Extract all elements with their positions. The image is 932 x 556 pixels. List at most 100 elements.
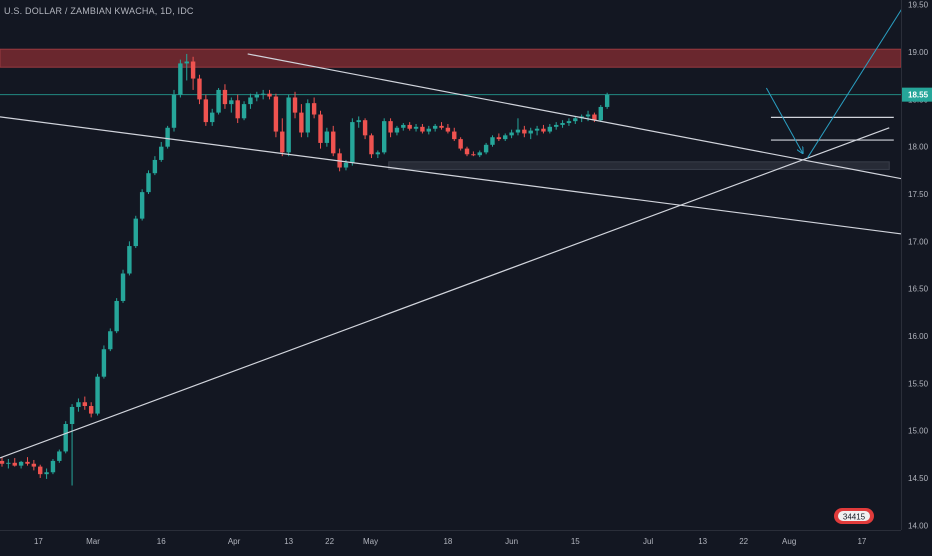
candle[interactable] [254,91,259,102]
candle[interactable] [280,118,285,157]
candle[interactable] [407,122,412,131]
candle[interactable] [388,118,393,138]
candle[interactable] [553,122,559,130]
candle[interactable] [356,116,361,128]
candle[interactable] [44,468,49,479]
events-badge[interactable]: 34415 [834,508,874,524]
candle[interactable] [458,137,463,151]
candle[interactable] [95,373,100,416]
candle[interactable] [426,125,431,135]
candle[interactable] [331,125,336,157]
candle[interactable] [210,108,215,126]
trendline[interactable] [0,127,890,505]
candle[interactable] [350,118,355,166]
candle[interactable] [88,402,94,418]
candle[interactable] [108,328,113,352]
candle[interactable] [305,99,310,138]
zone-support[interactable] [388,161,890,170]
candle[interactable] [114,298,119,334]
candle[interactable] [560,120,565,128]
candle[interactable] [445,123,451,134]
candle[interactable] [165,125,170,149]
candle[interactable] [267,89,272,100]
candle[interactable] [152,156,158,176]
candle[interactable] [133,215,138,248]
candle[interactable] [229,97,234,113]
candle[interactable] [63,421,68,454]
candle[interactable] [292,91,298,119]
time-axis[interactable]: 17 Mar 16 Apr 13 22 May 18 Jun 15 Jul 13 22 Aug 17 [0,530,901,551]
candle[interactable] [483,142,489,155]
candle[interactable] [471,151,476,157]
candle[interactable] [235,94,240,124]
candle[interactable] [477,150,482,158]
candle[interactable] [452,127,457,142]
candle[interactable] [216,88,221,115]
candle[interactable] [528,127,533,140]
candle[interactable] [286,94,291,157]
candle[interactable] [401,123,406,131]
candle[interactable] [31,459,37,471]
candle[interactable] [318,110,323,149]
candle[interactable] [12,458,17,467]
candle[interactable] [299,104,304,138]
candle[interactable] [547,123,553,134]
candle[interactable] [413,123,419,132]
candle[interactable] [69,404,75,486]
candle[interactable] [541,124,546,134]
candle[interactable] [311,97,317,119]
candle[interactable] [375,150,381,159]
candle[interactable] [50,459,56,475]
candle[interactable] [522,125,527,138]
candle[interactable] [38,464,43,478]
candle[interactable] [139,189,145,221]
candle[interactable] [324,127,330,147]
candle[interactable] [515,118,521,136]
candle[interactable] [382,118,387,155]
candle[interactable] [241,101,247,121]
candle[interactable] [18,460,24,469]
candle[interactable] [566,118,572,126]
candle[interactable] [190,56,196,90]
trendline[interactable] [0,114,932,240]
candle[interactable] [337,148,342,172]
candle[interactable] [273,93,279,138]
candle[interactable] [369,133,374,159]
zone-resistance[interactable] [0,48,902,68]
candle[interactable] [101,345,107,379]
candle[interactable] [604,92,610,109]
candle[interactable] [146,170,151,195]
candle[interactable] [57,449,62,463]
candle[interactable] [0,457,5,467]
candle[interactable] [496,133,502,142]
candle[interactable] [503,133,508,142]
candle[interactable] [76,398,81,412]
candle[interactable] [25,457,30,466]
projection-arrow[interactable] [765,87,802,153]
projection-arrow[interactable] [806,0,907,159]
candle[interactable] [260,89,266,100]
candle[interactable] [432,123,438,132]
candle[interactable] [197,74,202,105]
candle[interactable] [248,93,253,109]
candle[interactable] [464,146,470,157]
candle[interactable] [82,396,88,410]
candle[interactable] [178,59,183,98]
candle[interactable] [159,141,164,162]
candle[interactable] [394,125,400,136]
candle[interactable] [362,118,368,140]
candle[interactable] [598,105,603,123]
candle[interactable] [420,123,425,134]
candle[interactable] [222,84,228,109]
trendline[interactable] [247,53,908,181]
candle[interactable] [203,94,209,126]
candle[interactable] [127,241,132,276]
candle[interactable] [534,125,540,136]
candle[interactable] [120,269,126,303]
price-axis[interactable]: 14.00 14.50 15.00 15.50 16.00 16.50 17.00 17.50… [901,0,932,530]
candle[interactable] [573,116,578,124]
candle[interactable] [6,459,11,469]
candle[interactable] [184,53,189,81]
candle[interactable] [509,129,514,139]
